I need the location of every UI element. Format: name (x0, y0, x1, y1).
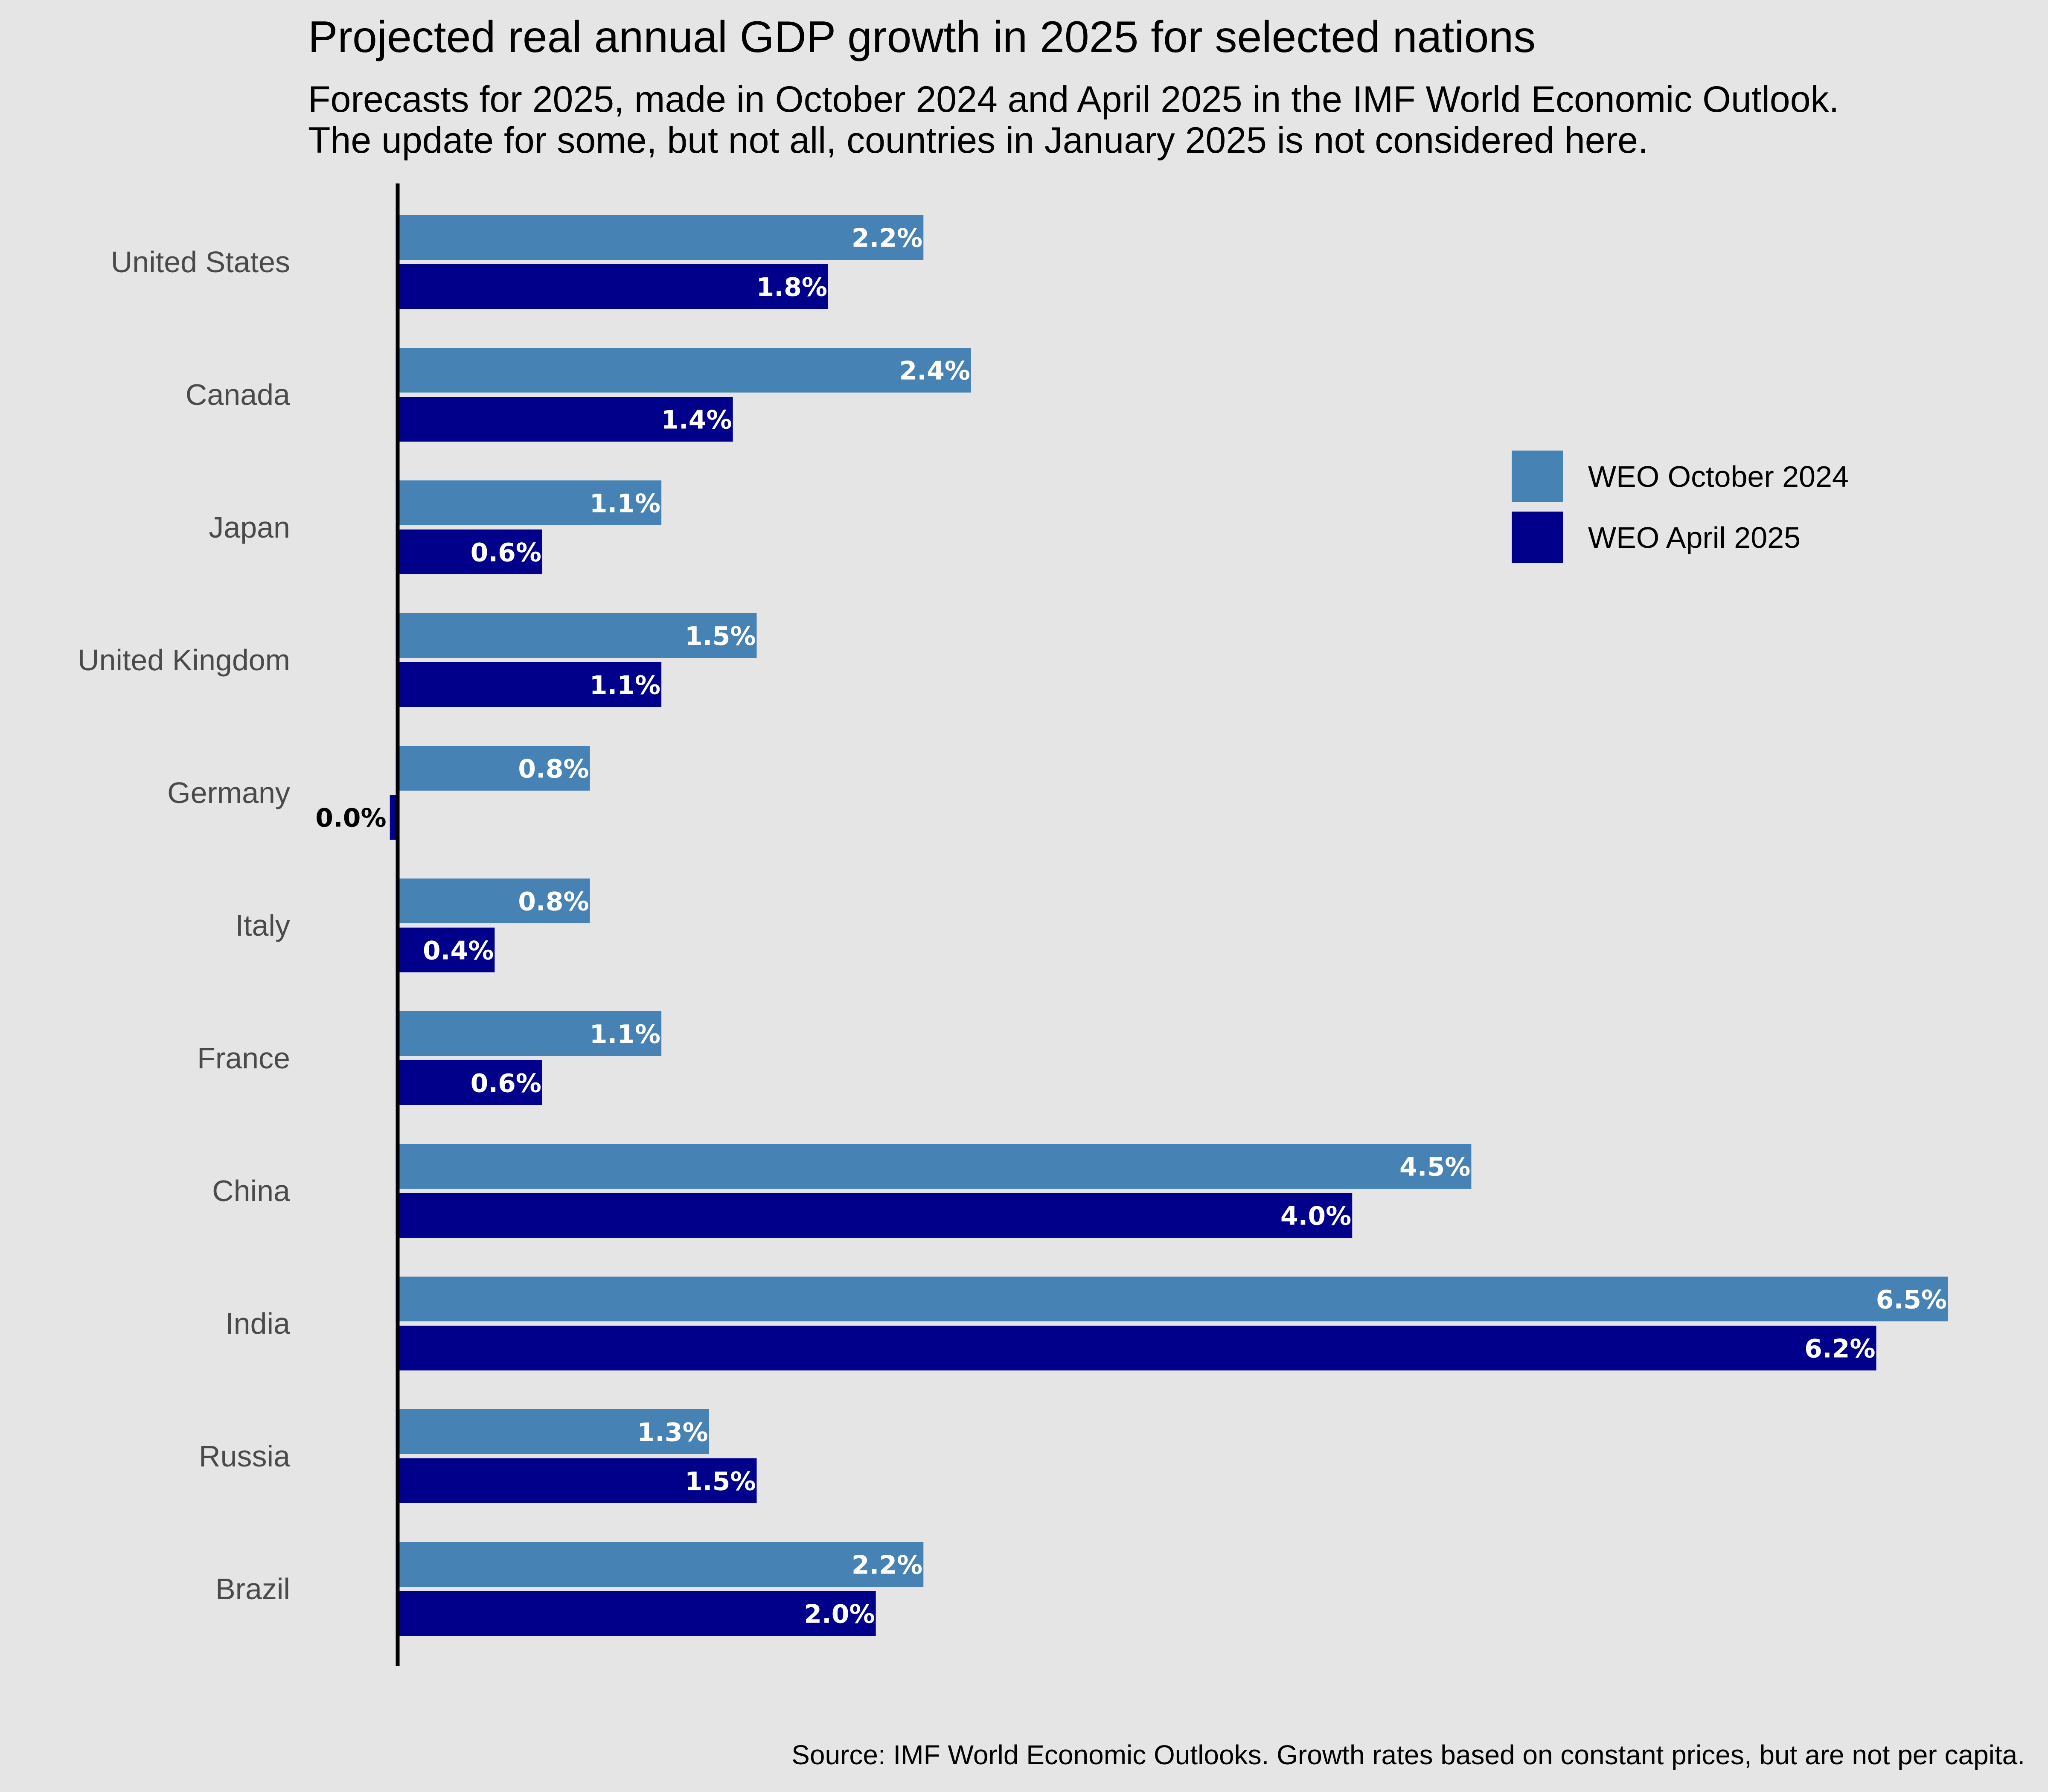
category-label-canada: Canada (186, 378, 290, 411)
bar-canada-weo-october-2024 (399, 348, 971, 393)
category-label-india: India (225, 1307, 290, 1340)
data-label-russia-weo-october-2024: 1.3% (637, 1418, 708, 1448)
bar-united-states-weo-october-2024 (399, 215, 924, 260)
data-label-japan-weo-april-2025: 0.6% (471, 538, 541, 568)
data-label-japan-weo-october-2024: 1.1% (590, 489, 660, 519)
bar-italy-weo-october-2024 (399, 879, 590, 923)
chart-subtitle-line-2: The update for some, but not all, countr… (308, 120, 1648, 161)
category-label-brazil: Brazil (215, 1572, 290, 1606)
data-label-canada-weo-april-2025: 1.4% (661, 405, 732, 435)
bars (390, 215, 1948, 1636)
data-label-india-weo-october-2024: 6.5% (1876, 1285, 1947, 1315)
bar-india-weo-april-2025 (399, 1326, 1876, 1370)
bar-united-kingdom-weo-april-2025 (399, 662, 662, 707)
data-label-france-weo-april-2025: 0.6% (471, 1069, 541, 1099)
bar-canada-weo-april-2025 (399, 397, 733, 442)
data-label-canada-weo-october-2024: 2.4% (899, 356, 970, 386)
category-label-japan: Japan (209, 511, 290, 544)
bar-united-kingdom-weo-october-2024 (399, 613, 757, 658)
bar-japan-weo-october-2024 (399, 480, 662, 525)
chart-caption: Source: IMF World Economic Outlooks. Gro… (791, 1740, 2025, 1770)
data-label-united-kingdom-weo-april-2025: 1.1% (590, 671, 660, 701)
category-label-united-states: United States (111, 245, 290, 279)
category-label-china: China (212, 1174, 290, 1207)
bar-brazil-weo-october-2024 (399, 1542, 924, 1587)
data-label-russia-weo-april-2025: 1.5% (685, 1467, 756, 1497)
data-label-china-weo-october-2024: 4.5% (1399, 1152, 1470, 1182)
data-label-germany-weo-april-2025: 0.0% (315, 803, 386, 833)
data-label-china-weo-april-2025: 4.0% (1280, 1201, 1351, 1231)
category-labels: United States Canada Japan United Kingdom Ge… (78, 245, 290, 1606)
data-label-india-weo-april-2025: 6.2% (1804, 1334, 1875, 1364)
chart-title: Projected real annual GDP growth in 2025… (308, 12, 1536, 62)
bar-brazil-weo-april-2025 (399, 1591, 876, 1636)
bar-germany-weo-october-2024 (399, 746, 590, 791)
bar-france-weo-april-2025 (399, 1060, 542, 1105)
bar-italy-weo-april-2025 (399, 928, 495, 972)
legend-swatch-weo-october-2024 (1512, 451, 1563, 502)
category-label-united-kingdom: United Kingdom (78, 643, 290, 677)
category-label-italy: Italy (236, 909, 290, 942)
category-label-germany: Germany (167, 776, 290, 809)
bar-russia-weo-april-2025 (399, 1458, 757, 1503)
data-label-germany-weo-october-2024: 0.8% (518, 754, 589, 784)
bar-russia-weo-october-2024 (399, 1409, 709, 1454)
bar-japan-weo-april-2025 (399, 529, 542, 574)
data-labels: 2.2% 1.8% 2.4% 1.4% 1.1% 0.6% 1.5% 1.1% 0.8% 0.0%… (315, 224, 1947, 1629)
data-label-brazil-weo-april-2025: 2.0% (804, 1600, 875, 1629)
legend-label-weo-october-2024: WEO October 2024 (1588, 460, 1849, 493)
legend: WEO October 2024 WEO April 2025 (1512, 451, 1849, 563)
bar-united-states-weo-april-2025 (399, 264, 828, 309)
data-label-france-weo-october-2024: 1.1% (590, 1020, 660, 1050)
category-label-russia: Russia (199, 1440, 290, 1473)
legend-label-weo-april-2025: WEO April 2025 (1588, 521, 1801, 554)
bar-china-weo-october-2024 (399, 1144, 1472, 1189)
bar-india-weo-october-2024 (399, 1277, 1948, 1321)
data-label-italy-weo-april-2025: 0.4% (423, 936, 494, 966)
data-label-united-states-weo-april-2025: 1.8% (756, 273, 827, 303)
data-label-italy-weo-october-2024: 0.8% (518, 887, 589, 917)
legend-swatch-weo-april-2025 (1512, 512, 1563, 563)
bar-france-weo-october-2024 (399, 1011, 662, 1056)
bar-china-weo-april-2025 (399, 1193, 1353, 1238)
data-label-brazil-weo-october-2024: 2.2% (852, 1551, 922, 1580)
category-label-france: France (197, 1041, 290, 1075)
chart-subtitle-line-1: Forecasts for 2025, made in October 2024… (308, 79, 1839, 120)
data-label-united-kingdom-weo-october-2024: 1.5% (685, 622, 756, 652)
data-label-united-states-weo-october-2024: 2.2% (852, 224, 922, 253)
